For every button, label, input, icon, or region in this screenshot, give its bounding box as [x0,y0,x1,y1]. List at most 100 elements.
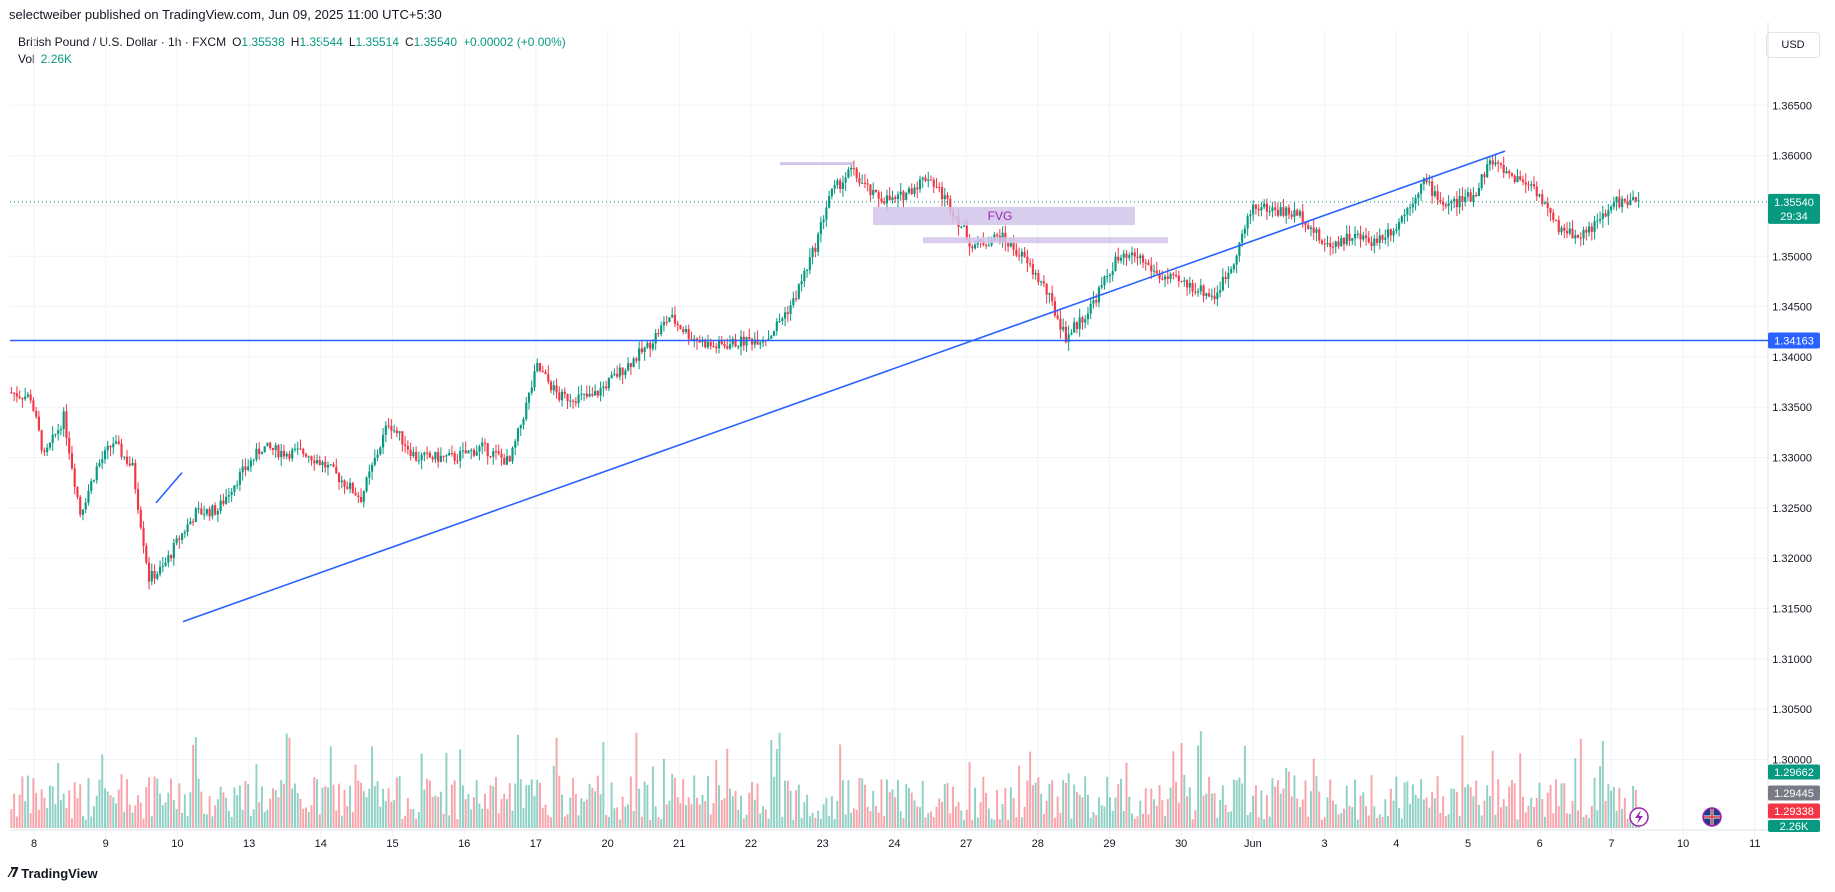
volume-bar [1287,771,1290,828]
candle-body [1177,275,1180,282]
volume-label[interactable]: Vol [18,52,35,66]
candle-body [1285,207,1288,216]
candle-body [1532,184,1536,187]
volume-bar [1155,805,1158,828]
volume-bar [638,788,641,828]
candle-body [181,533,184,540]
x-tick-label: 22 [745,838,757,850]
volume-bar [1282,788,1285,828]
candle-body [304,453,308,457]
volume-bar [109,795,112,828]
symbol-label[interactable]: British Pound / U.S. Dollar · 1h · FXCM [18,35,227,49]
candle-body [1059,318,1062,330]
candle-body [1274,207,1277,210]
volume-bar [910,792,913,828]
candle-body [442,455,445,457]
price-tag-1-text: 1.29662 [1774,767,1814,779]
candle-body [332,464,335,467]
volume-bar [525,785,528,828]
candle-body [618,367,621,377]
volume-bar [508,783,511,828]
x-tick-label: 28 [1032,838,1044,850]
candle-body [1334,241,1337,247]
candle-body [354,492,357,496]
volume-bar [211,816,214,828]
candle-body [1486,164,1489,178]
volume-bar [1257,817,1260,828]
x-tick-label: 14 [315,838,327,850]
volume-bar [175,809,178,828]
candle-body [828,196,831,208]
volume-bar [616,807,619,828]
candle-body [1161,278,1164,280]
candle-body [87,490,90,503]
candle-body [1543,202,1547,204]
candle-body [767,338,770,341]
candle-body [1114,256,1117,272]
volume-bar [280,779,283,828]
candle-body [1353,233,1357,239]
candle-body [797,284,800,299]
candle-body [134,462,137,490]
candle-body [409,449,412,456]
volume-bar [186,815,189,828]
candle-body [811,247,814,258]
volume-bar [773,776,776,828]
volume-bar [596,775,599,828]
candle-body [519,424,522,429]
volume-bar [1420,779,1423,828]
volume-bar [1026,780,1029,828]
volume-bar [781,816,784,828]
volume-bar [412,808,415,828]
close-value: 1.35540 [413,35,457,49]
volume-bar [1219,800,1222,828]
tradingview-logo[interactable]: ⁄7 TradingView [10,866,98,881]
volume-bar [406,798,409,828]
volume-bar [307,812,310,828]
candle-body [1100,285,1103,288]
volume-bar [1224,804,1227,828]
flash-icon-bolt [1635,810,1643,824]
volume-bar [1522,796,1524,828]
volume-bar [993,819,996,828]
candle-body [538,362,542,371]
volume-bar [797,784,800,828]
volume-bar [238,785,241,828]
volume-bar [305,807,307,828]
candle-body [114,441,118,444]
last-price-value: 1.35540 [1774,197,1814,209]
volume-bar [426,778,429,828]
candle-body [817,234,820,252]
candle-body [1320,240,1324,244]
candle-body [1461,196,1464,202]
volume-bar [1018,765,1021,828]
volume-bar [558,775,561,828]
currency-button[interactable]: USD [1766,32,1820,58]
volume-bar [145,787,148,828]
candle-body [1040,281,1043,283]
candle-body [125,456,129,464]
volume-bar [1075,792,1078,828]
volume-bar [423,789,426,828]
volume-bar [533,795,536,828]
volume-bar [550,817,553,828]
candle-body [1252,204,1255,215]
candle-body [1221,277,1224,291]
volume-bar [192,744,195,828]
candle-body [219,500,222,511]
volume-bar [1073,784,1076,828]
y-tick-label: 1.33500 [1772,402,1812,414]
volume-bar [613,808,616,828]
volume-bar [1040,793,1043,828]
volume-bar [1243,745,1246,828]
candle-body [1056,315,1059,319]
volume-bar [360,782,363,828]
volume-bar [822,804,825,828]
volume-bar [952,786,955,828]
candle-body [1205,293,1208,296]
candle-body [423,452,426,455]
fvg-label: FVG [988,209,1013,223]
volume-bar [916,806,919,828]
volume-bar [1020,817,1023,828]
